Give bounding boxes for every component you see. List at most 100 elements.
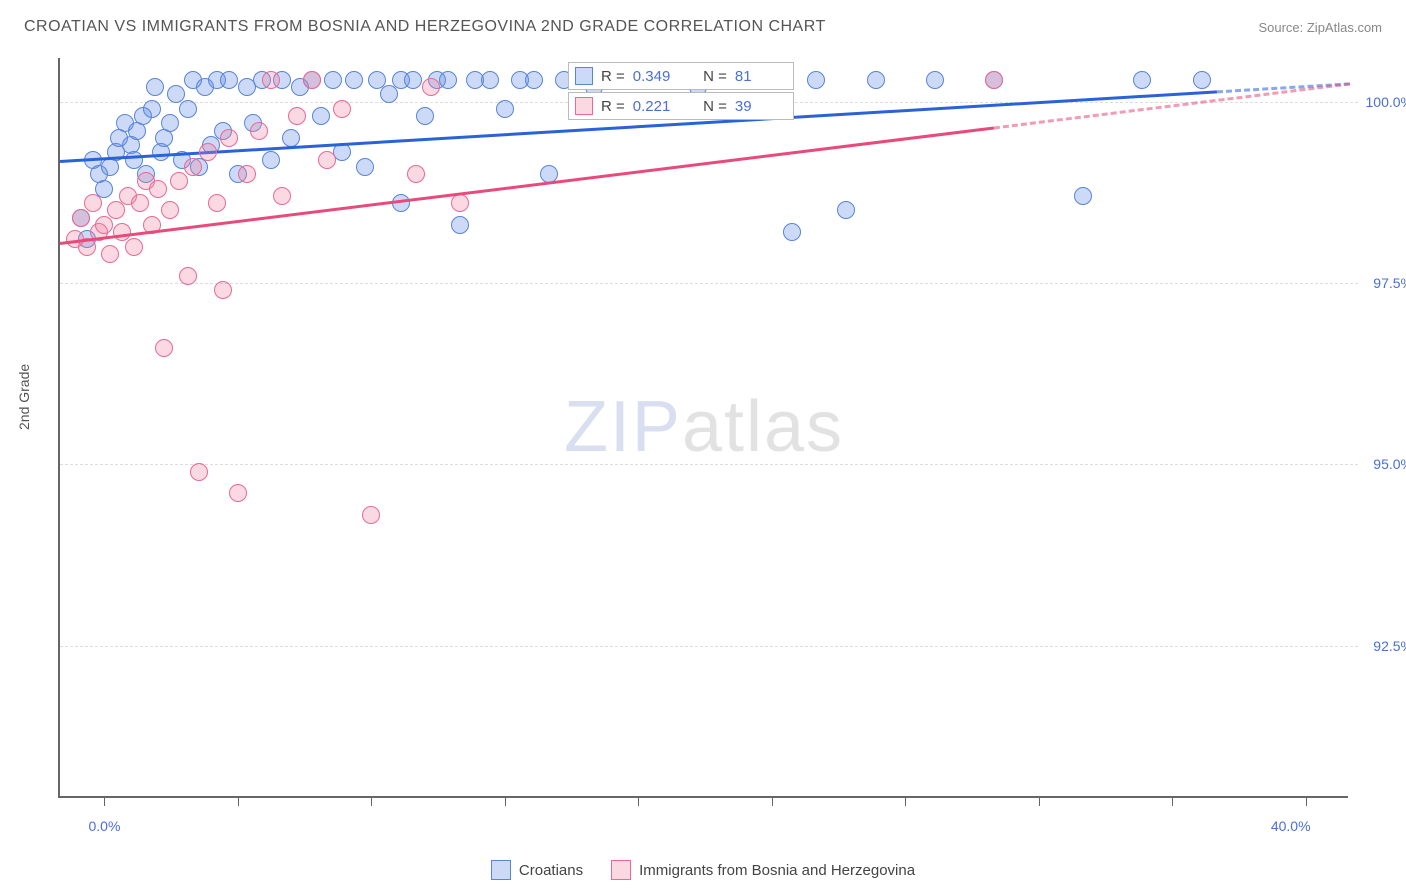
legend-swatch: [611, 860, 631, 880]
legend: Croatians Immigrants from Bosnia and Herz…: [0, 860, 1406, 880]
x-tick: [772, 796, 773, 806]
data-point: [72, 209, 90, 227]
data-point: [356, 158, 374, 176]
data-point: [985, 71, 1003, 89]
data-point: [262, 151, 280, 169]
data-point: [208, 194, 226, 212]
x-tick: [638, 796, 639, 806]
data-point: [282, 129, 300, 147]
data-point: [262, 71, 280, 89]
data-point: [422, 78, 440, 96]
chart-title: CROATIAN VS IMMIGRANTS FROM BOSNIA AND H…: [24, 18, 826, 36]
x-tick: [505, 796, 506, 806]
data-point: [131, 194, 149, 212]
correlation-stats: R = 0.349 N = 81: [568, 62, 794, 90]
data-point: [481, 71, 499, 89]
data-point: [161, 114, 179, 132]
data-point: [362, 506, 380, 524]
data-point: [107, 201, 125, 219]
data-point: [318, 151, 336, 169]
x-tick: [1039, 796, 1040, 806]
data-point: [783, 223, 801, 241]
data-point: [125, 238, 143, 256]
data-point: [179, 100, 197, 118]
data-point: [380, 85, 398, 103]
data-point: [404, 71, 422, 89]
data-point: [439, 71, 457, 89]
x-tick: [1306, 796, 1307, 806]
data-point: [155, 339, 173, 357]
data-point: [95, 216, 113, 234]
gridline: [60, 646, 1358, 647]
legend-swatch: [491, 860, 511, 880]
data-point: [84, 194, 102, 212]
x-tick: [371, 796, 372, 806]
legend-item: Immigrants from Bosnia and Herzegovina: [611, 860, 915, 880]
y-tick-label: 100.0%: [1366, 94, 1406, 110]
data-point: [288, 107, 306, 125]
series-swatch: [575, 67, 593, 85]
correlation-stats: R = 0.221 N = 39: [568, 92, 794, 120]
stat-n-label: N =: [703, 68, 727, 85]
stat-r-value: 0.221: [633, 98, 679, 115]
data-point: [1193, 71, 1211, 89]
y-tick-label: 97.5%: [1373, 275, 1406, 291]
data-point: [101, 245, 119, 263]
data-point: [229, 484, 247, 502]
x-tick: [905, 796, 906, 806]
data-point: [416, 107, 434, 125]
x-tick-label: 0.0%: [89, 818, 121, 834]
data-point: [807, 71, 825, 89]
data-point: [407, 165, 425, 183]
data-point: [149, 180, 167, 198]
stat-r-label: R =: [601, 68, 625, 85]
y-tick-label: 92.5%: [1373, 638, 1406, 654]
data-point: [273, 187, 291, 205]
data-point: [525, 71, 543, 89]
x-tick: [104, 796, 105, 806]
series-swatch: [575, 97, 593, 115]
data-point: [220, 71, 238, 89]
data-point: [161, 201, 179, 219]
data-point: [1133, 71, 1151, 89]
data-point: [303, 71, 321, 89]
legend-label: Immigrants from Bosnia and Herzegovina: [639, 862, 915, 879]
y-tick-label: 95.0%: [1373, 456, 1406, 472]
watermark: ZIPatlas: [564, 386, 844, 468]
watermark-part2: atlas: [682, 387, 844, 467]
data-point: [250, 122, 268, 140]
data-point: [1074, 187, 1092, 205]
source-attribution: Source: ZipAtlas.com: [1258, 20, 1382, 35]
data-point: [179, 267, 197, 285]
data-point: [451, 216, 469, 234]
data-point: [95, 180, 113, 198]
data-point: [190, 463, 208, 481]
scatter-plot-area: ZIPatlas 92.5%95.0%97.5%100.0%0.0%40.0%: [58, 58, 1348, 798]
watermark-part1: ZIP: [564, 387, 682, 467]
stat-n-label: N =: [703, 98, 727, 115]
data-point: [199, 143, 217, 161]
stat-n-value: 81: [735, 68, 781, 85]
data-point: [143, 100, 161, 118]
data-point: [312, 107, 330, 125]
x-tick: [238, 796, 239, 806]
gridline: [60, 283, 1358, 284]
stat-r-value: 0.349: [633, 68, 679, 85]
data-point: [146, 78, 164, 96]
data-point: [867, 71, 885, 89]
data-point: [345, 71, 363, 89]
data-point: [220, 129, 238, 147]
stat-r-label: R =: [601, 98, 625, 115]
x-tick-label: 40.0%: [1271, 818, 1311, 834]
data-point: [214, 281, 232, 299]
data-point: [837, 201, 855, 219]
data-point: [324, 71, 342, 89]
data-point: [333, 100, 351, 118]
legend-label: Croatians: [519, 862, 583, 879]
data-point: [170, 172, 188, 190]
data-point: [238, 165, 256, 183]
data-point: [451, 194, 469, 212]
gridline: [60, 464, 1358, 465]
legend-item: Croatians: [491, 860, 583, 880]
x-tick: [1172, 796, 1173, 806]
